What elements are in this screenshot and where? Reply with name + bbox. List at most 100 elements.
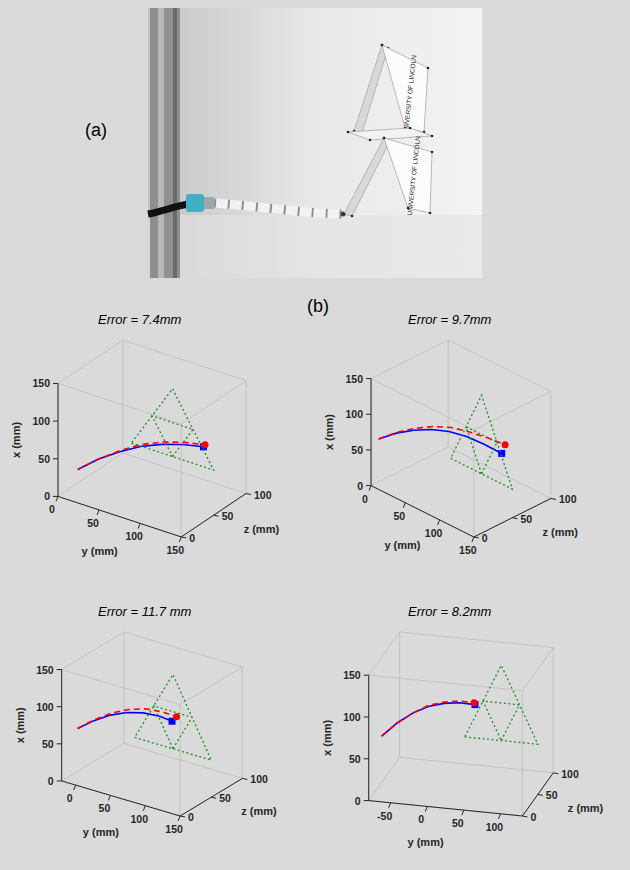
z-tick <box>553 773 558 774</box>
x-tick-label: 50 <box>351 444 363 456</box>
x-tick <box>364 758 369 759</box>
box-edge <box>58 383 181 424</box>
y-tick-label: 0 <box>67 792 73 804</box>
photo-card-corner <box>383 137 386 140</box>
box-edge <box>553 647 554 772</box>
plot-panel: 050100150050100150050100x (mm)y (mm)z (m… <box>14 603 277 838</box>
photo-rod-rings <box>214 203 342 214</box>
box-edge <box>371 379 372 486</box>
photo-card-corner <box>351 215 354 218</box>
photo-card-corner <box>381 44 384 47</box>
y-tick <box>108 795 110 800</box>
z-tick-label: 50 <box>546 789 558 801</box>
x-tick-label: 150 <box>36 664 54 676</box>
y-tick-label: 50 <box>99 802 111 814</box>
box-edge <box>371 379 474 430</box>
photo-card-corner <box>369 139 372 142</box>
x-tick-label: 0 <box>44 490 50 502</box>
x-tick-label: 150 <box>32 377 50 389</box>
y-tick-label: 0 <box>49 503 55 515</box>
y-tick <box>74 785 76 790</box>
z-tick-label: 0 <box>189 532 195 544</box>
z-axis-title: z (mm) <box>244 523 280 535</box>
box-edge <box>448 340 551 391</box>
box-edge <box>369 675 523 690</box>
box-edge <box>62 743 124 781</box>
photo-post-stripe <box>173 8 177 278</box>
panel-label: (a) <box>85 120 107 140</box>
axes-box <box>369 632 554 816</box>
z-tick-label: 0 <box>482 532 488 544</box>
z-tick-label: 0 <box>188 811 194 823</box>
y-tick <box>462 810 464 815</box>
photo-card-corner <box>409 127 412 130</box>
photo-background <box>148 8 482 278</box>
plot-panel: 050100150050100150050100x (mm)y (mm)z (m… <box>323 311 578 556</box>
x-axis-title: x (mm) <box>321 720 333 756</box>
box-edge <box>58 496 181 537</box>
tip-marker <box>471 699 478 706</box>
box-edge <box>522 691 523 816</box>
y-tick-label: 100 <box>131 813 149 825</box>
box-edge <box>473 430 474 537</box>
photo-card-text: UNIVERSITY OF LINCOLN <box>402 54 417 134</box>
y-tick-label: 150 <box>459 544 477 556</box>
photo-card-corner <box>347 131 350 134</box>
y-tick <box>472 537 474 542</box>
x-tick <box>53 496 58 497</box>
curve-line <box>379 429 502 453</box>
error-annotation: Error = 7.4mm <box>98 312 182 327</box>
box-edge <box>181 424 182 537</box>
tip-marker <box>502 441 509 448</box>
axes: 050100150-50050100050100x (mm)y (mm)z (m… <box>321 669 604 848</box>
y-axis-title: y (mm) <box>408 836 444 848</box>
target-outline <box>135 674 212 760</box>
y-tick <box>56 496 58 501</box>
x-tick-label: 100 <box>36 701 54 713</box>
z-axis-title: z (mm) <box>241 805 277 817</box>
x-tick <box>366 485 371 486</box>
box-edge <box>369 757 400 800</box>
x-axis-line <box>61 670 62 781</box>
box-edge <box>180 667 242 705</box>
plot-marks <box>78 389 214 470</box>
z-axis-title: z (mm) <box>542 526 578 538</box>
box-edge <box>61 670 62 781</box>
y-tick <box>143 806 145 811</box>
x-tick-label: 50 <box>349 753 361 765</box>
photo-connector <box>186 194 204 212</box>
target-outline <box>131 389 213 470</box>
tip-marker <box>173 713 180 720</box>
box-edge <box>123 453 246 494</box>
y-tick <box>438 520 440 525</box>
photo-cable <box>148 204 188 214</box>
photo-rod <box>214 203 342 214</box>
target-outline <box>465 665 538 744</box>
z-tick-label: 50 <box>219 792 231 804</box>
plot-panel: 050100150-50050100050100x (mm)y (mm)z (m… <box>321 603 604 848</box>
box-edge <box>368 675 369 800</box>
x-tick-label: 50 <box>38 453 50 465</box>
x-tick <box>57 743 62 744</box>
y-tick <box>425 806 427 811</box>
box-edge <box>58 383 59 496</box>
target-outline <box>451 395 513 489</box>
x-tick-label: 0 <box>355 795 361 807</box>
box-edge <box>181 381 246 424</box>
x-tick-label: 100 <box>343 711 361 723</box>
y-tick-label: -50 <box>377 810 392 822</box>
x-tick-label: 100 <box>32 415 50 427</box>
x-axis-title: x (mm) <box>10 422 22 458</box>
y-tick <box>138 523 140 528</box>
plot-marks <box>379 395 513 489</box>
box-edge <box>62 632 124 670</box>
y-axis-title: y (mm) <box>82 545 118 557</box>
box-edge <box>180 705 181 816</box>
z-tick <box>538 794 543 795</box>
x-tick-label: 100 <box>346 408 364 420</box>
y-axis-title: y (mm) <box>384 539 420 551</box>
box-edge <box>62 670 180 705</box>
photo-card-corner <box>427 67 430 70</box>
y-axis-line <box>371 486 474 537</box>
z-axis-title: z (mm) <box>568 802 604 814</box>
